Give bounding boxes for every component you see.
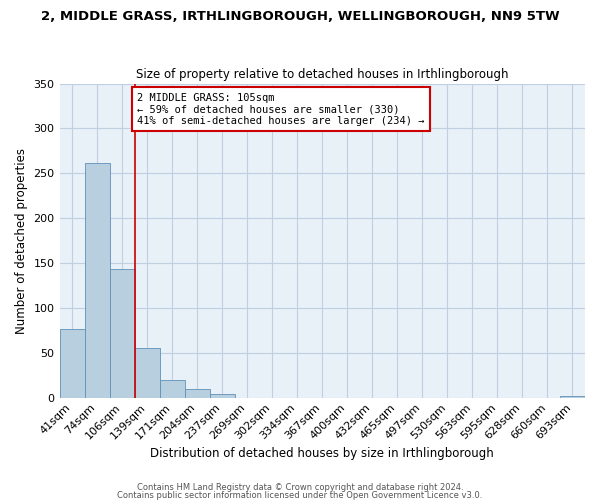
Bar	[160, 380, 185, 398]
Y-axis label: Number of detached properties: Number of detached properties	[15, 148, 28, 334]
Title: Size of property relative to detached houses in Irthlingborough: Size of property relative to detached ho…	[136, 68, 509, 81]
Bar	[110, 270, 134, 398]
Text: Contains HM Land Registry data © Crown copyright and database right 2024.: Contains HM Land Registry data © Crown c…	[137, 484, 463, 492]
Bar	[209, 394, 235, 398]
Bar	[185, 388, 209, 398]
Bar	[560, 396, 585, 398]
Bar	[85, 162, 110, 398]
Text: 2 MIDDLE GRASS: 105sqm
← 59% of detached houses are smaller (330)
41% of semi-de: 2 MIDDLE GRASS: 105sqm ← 59% of detached…	[137, 92, 425, 126]
X-axis label: Distribution of detached houses by size in Irthlingborough: Distribution of detached houses by size …	[151, 447, 494, 460]
Text: Contains public sector information licensed under the Open Government Licence v3: Contains public sector information licen…	[118, 490, 482, 500]
Bar	[59, 330, 85, 398]
Text: 2, MIDDLE GRASS, IRTHLINGBOROUGH, WELLINGBOROUGH, NN9 5TW: 2, MIDDLE GRASS, IRTHLINGBOROUGH, WELLIN…	[41, 10, 559, 23]
Bar	[134, 348, 160, 398]
